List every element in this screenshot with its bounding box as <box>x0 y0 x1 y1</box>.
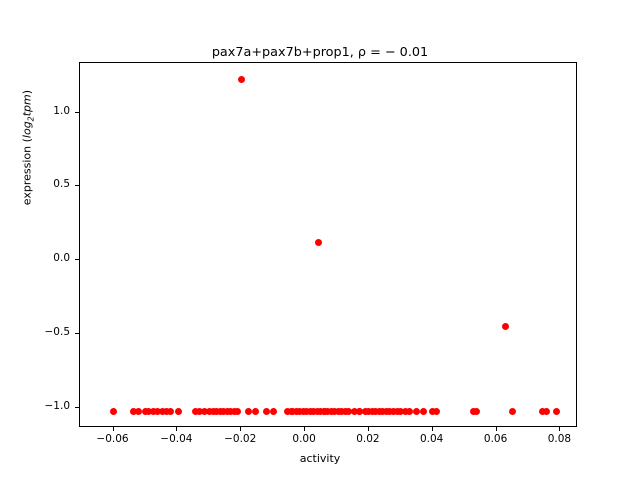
y-axis-tick <box>75 185 79 187</box>
data-point <box>303 407 311 415</box>
x-axis-tick <box>431 427 433 431</box>
x-axis-tick <box>112 427 114 431</box>
y-axis-tick-label: 0.5 <box>53 178 70 191</box>
data-point <box>196 407 204 415</box>
data-point <box>420 407 428 415</box>
data-point <box>175 407 183 415</box>
data-point <box>379 407 387 415</box>
data-point <box>134 407 142 415</box>
data-point <box>163 407 171 415</box>
data-point <box>269 407 277 415</box>
y-axis-tick-label: −0.5 <box>44 326 71 339</box>
data-point <box>542 407 550 415</box>
data-point <box>129 407 137 415</box>
data-point <box>553 407 561 415</box>
data-point <box>393 407 401 415</box>
data-point <box>252 407 260 415</box>
x-axis-tick <box>240 427 242 431</box>
data-point <box>389 407 397 415</box>
data-point <box>382 407 390 415</box>
data-point <box>200 407 208 415</box>
data-point <box>317 407 325 415</box>
chart-title-line1: pax7a+pax7b+prop1, ρ = − 0.01 <box>211 45 429 60</box>
data-point <box>292 407 300 415</box>
data-point <box>405 407 413 415</box>
y-axis-tick-label: 0.0 <box>53 252 70 265</box>
data-point <box>209 407 217 415</box>
data-point <box>216 407 224 415</box>
data-point <box>351 407 359 415</box>
data-point <box>361 407 369 415</box>
y-axis-label-math-sub: 2 <box>26 116 36 122</box>
data-point <box>262 407 270 415</box>
x-axis-tick-label: 0.00 <box>292 433 316 445</box>
data-point <box>109 407 117 415</box>
x-axis-tick-label: 0.06 <box>483 433 508 445</box>
data-point <box>154 407 162 415</box>
data-point <box>334 407 342 415</box>
y-axis-label-prefix: expression ( <box>20 138 34 206</box>
data-point <box>413 407 421 415</box>
data-point <box>314 239 322 247</box>
data-point <box>287 407 295 415</box>
y-axis-tick-label: 1.0 <box>53 104 70 117</box>
y-axis-tick-label: −1.0 <box>44 400 71 413</box>
data-point <box>473 407 481 415</box>
x-axis-tick-label: 0.04 <box>419 433 444 445</box>
x-axis-tick <box>367 427 369 431</box>
y-axis-label: expression (log2tpm) <box>20 28 35 268</box>
y-axis-tick <box>75 407 79 409</box>
data-point <box>245 407 253 415</box>
data-point <box>509 407 517 415</box>
x-axis-tick-label: −0.02 <box>224 433 257 445</box>
x-axis-tick <box>176 427 178 431</box>
data-point <box>167 407 175 415</box>
y-axis-label-math-tail: tpm <box>20 94 34 117</box>
data-point <box>220 407 228 415</box>
x-axis-tick-label: 0.02 <box>356 433 380 445</box>
x-axis-label: activity <box>299 452 341 465</box>
y-axis-label-suffix: ) <box>20 89 34 95</box>
x-axis-tick-label: −0.06 <box>96 433 129 445</box>
y-axis-tick <box>75 259 79 261</box>
data-point <box>432 407 440 415</box>
data-point <box>234 407 242 415</box>
data-point <box>327 407 335 415</box>
data-point <box>341 407 349 415</box>
data-point <box>158 407 166 415</box>
x-axis-tick <box>495 427 497 431</box>
x-axis-tick-label: −0.04 <box>160 433 193 445</box>
data-point <box>345 407 353 415</box>
data-point <box>149 407 157 415</box>
data-point <box>501 323 509 331</box>
x-axis-tick <box>304 427 306 431</box>
data-point <box>299 407 307 415</box>
data-point <box>372 407 380 415</box>
data-point <box>145 407 153 415</box>
data-point <box>227 407 235 415</box>
x-axis-tick <box>559 427 561 431</box>
data-point <box>402 407 410 415</box>
data-point <box>397 407 405 415</box>
data-point <box>141 407 149 415</box>
data-point <box>539 407 547 415</box>
plot-area <box>79 62 577 427</box>
data-point <box>321 407 329 415</box>
data-point <box>191 407 199 415</box>
data-point <box>365 407 373 415</box>
data-point <box>237 76 245 84</box>
y-axis-label-math-base: log <box>20 121 34 139</box>
data-point <box>469 407 477 415</box>
data-point <box>223 407 231 415</box>
data-point <box>310 407 318 415</box>
y-axis-tick <box>75 111 79 113</box>
x-axis-tick-label: 0.08 <box>547 433 572 445</box>
data-point <box>356 407 364 415</box>
data-point <box>368 407 376 415</box>
y-axis-tick <box>75 333 79 335</box>
data-point <box>306 407 314 415</box>
